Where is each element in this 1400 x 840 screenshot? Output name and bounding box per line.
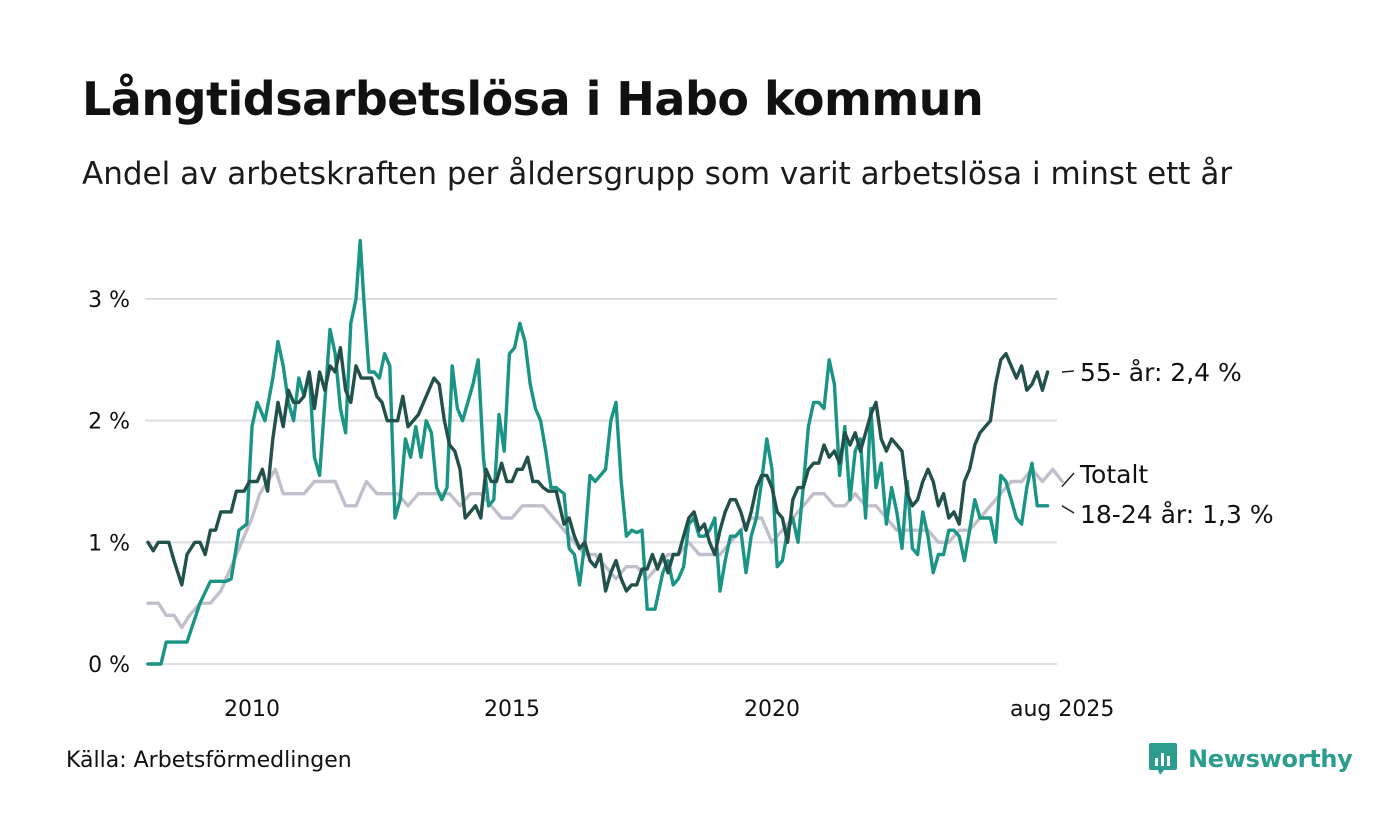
brand-name: Newsworthy xyxy=(1188,745,1353,773)
newsworthy-logo-icon xyxy=(1149,743,1177,775)
series-line-age_55 xyxy=(146,346,1050,593)
series-label-age_55: 55- år: 2,4 % xyxy=(1080,358,1242,387)
y-tick-label: 0 % xyxy=(88,653,130,678)
leader-line-age_55 xyxy=(1061,370,1075,373)
series-label-total: Totalt xyxy=(1079,460,1148,489)
series-lines xyxy=(146,238,1064,666)
x-tick-label: 2015 xyxy=(484,697,540,722)
y-tick-label: 1 % xyxy=(88,531,130,556)
chart-subtitle: Andel av arbetskraften per åldersgrupp s… xyxy=(82,156,1233,192)
source-note: Källa: Arbetsförmedlingen xyxy=(66,748,352,773)
y-tick-label: 3 % xyxy=(88,288,130,313)
series-line-age_18_24 xyxy=(146,238,1050,666)
x-tick-label: aug 2025 xyxy=(1010,697,1114,722)
grid-lines xyxy=(145,297,1057,665)
y-tick-label: 2 % xyxy=(88,410,130,435)
leader-line-age_18_24 xyxy=(1061,505,1075,514)
chart-title: Långtidsarbetslösa i Habo kommun xyxy=(82,72,984,126)
leader-line-total xyxy=(1061,472,1075,487)
series-labels: Totalt 18-24 år: 1,3 % 55- år: 2,4 % xyxy=(1061,358,1274,529)
x-tick-label: 2010 xyxy=(224,697,280,722)
brand-logo: Newsworthy xyxy=(1148,742,1353,776)
axis-labels: 0 % 1 % 2 % 3 % 2010 2015 2020 aug 2025 xyxy=(88,288,1114,722)
series-label-age_18_24: 18-24 år: 1,3 % xyxy=(1080,500,1274,529)
series-line-total xyxy=(146,467,1064,630)
x-tick-label: 2020 xyxy=(744,697,800,722)
